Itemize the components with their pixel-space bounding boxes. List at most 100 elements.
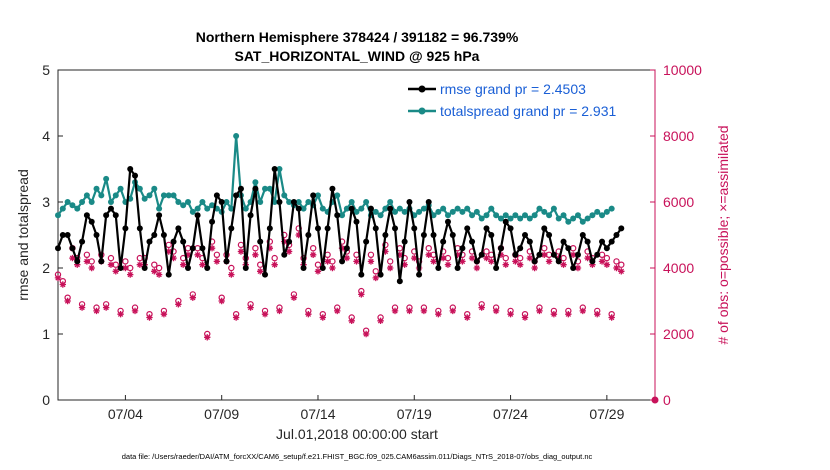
obs-assimilated-point bbox=[512, 258, 519, 265]
totalspread-point bbox=[478, 215, 485, 222]
rmse-point bbox=[339, 258, 346, 265]
obs-assimilated-point bbox=[594, 311, 601, 318]
totalspread-point bbox=[541, 208, 548, 215]
rmse-point bbox=[295, 205, 302, 212]
totalspread-point bbox=[584, 215, 591, 222]
obs-assimilated-point bbox=[228, 271, 235, 278]
y-tick-label: 0 bbox=[42, 392, 50, 408]
totalspread-point bbox=[223, 199, 230, 205]
totalspread-point bbox=[281, 192, 288, 199]
rmse-point bbox=[353, 218, 360, 225]
obs-assimilated-point bbox=[184, 251, 192, 258]
legend-spread-label: totalspread grand pr = 2.931 bbox=[440, 103, 617, 119]
obs-assimilated-point bbox=[170, 254, 177, 262]
rmse-point bbox=[430, 232, 437, 238]
rmse-point bbox=[136, 225, 143, 232]
rmse-point bbox=[444, 218, 451, 225]
x-axis-label: Jul.01,2018 00:00:00 start bbox=[276, 426, 438, 442]
rmse-point bbox=[314, 225, 321, 232]
obs-assimilated-point bbox=[439, 254, 447, 262]
x-tick-label: 07/09 bbox=[204, 406, 239, 422]
obs-assimilated-point bbox=[213, 258, 221, 265]
rmse-point bbox=[401, 238, 408, 245]
totalspread-point bbox=[156, 205, 163, 212]
rmse-point bbox=[493, 265, 500, 271]
totalspread-point bbox=[396, 205, 403, 212]
rmse-point bbox=[618, 225, 625, 232]
obs-assimilated-point bbox=[64, 297, 71, 305]
totalspread-point bbox=[589, 212, 596, 219]
rmse-point bbox=[392, 225, 399, 232]
totalspread-point bbox=[372, 208, 379, 215]
rmse-point bbox=[435, 265, 442, 271]
totalspread-point bbox=[392, 208, 399, 215]
y-right-tick-label: 8000 bbox=[663, 128, 694, 144]
rmse-point bbox=[416, 271, 423, 278]
totalspread-point bbox=[199, 199, 206, 205]
obs-possible-point bbox=[502, 254, 509, 262]
totalspread-point bbox=[550, 205, 557, 212]
obs-assimilated-point bbox=[146, 314, 153, 321]
x-tick-label: 07/14 bbox=[300, 406, 335, 422]
totalspread-point bbox=[103, 175, 110, 182]
totalspread-point bbox=[594, 208, 601, 215]
rmse-point bbox=[122, 225, 129, 232]
rmse-point bbox=[117, 265, 124, 271]
obs-endpoint-marker bbox=[651, 396, 659, 404]
rmse-point bbox=[608, 238, 615, 245]
obs-assimilated-series bbox=[54, 231, 625, 341]
obs-assimilated-point bbox=[521, 314, 529, 321]
rmse-point bbox=[290, 199, 297, 205]
obs-assimilated-point bbox=[271, 261, 278, 268]
obs-assimilated-point bbox=[59, 281, 67, 288]
obs-assimilated-point bbox=[526, 254, 534, 262]
rmse-point bbox=[531, 258, 538, 265]
totalspread-point bbox=[242, 205, 249, 212]
obs-assimilated-point bbox=[151, 268, 158, 275]
obs-assimilated-point bbox=[175, 301, 182, 308]
rmse-point bbox=[271, 166, 278, 172]
obs-assimilated-point bbox=[266, 245, 274, 252]
totalspread-point bbox=[339, 212, 346, 219]
chart-title: Northern Hemisphere 378424 / 391182 = 96… bbox=[196, 29, 519, 45]
y-right-tick-label: 2000 bbox=[663, 326, 694, 342]
obs-assimilated-point bbox=[237, 248, 245, 255]
rmse-point bbox=[555, 258, 562, 265]
obs-possible-point bbox=[425, 244, 432, 252]
obs-possible-point bbox=[228, 264, 235, 272]
obs-assimilated-point bbox=[329, 264, 336, 272]
y-right-tick-label: 6000 bbox=[663, 194, 694, 210]
totalspread-point bbox=[579, 218, 586, 225]
obs-assimilated-point bbox=[69, 254, 76, 262]
totalspread-point bbox=[146, 192, 153, 199]
totalspread-point bbox=[69, 202, 76, 209]
obs-assimilated-point bbox=[338, 245, 346, 252]
rmse-point bbox=[382, 232, 389, 238]
rmse-point bbox=[180, 238, 187, 245]
rmse-point bbox=[300, 265, 307, 271]
y-axis-right-label: # of obs: o=possible; ×=assimilated bbox=[715, 125, 731, 344]
obs-possible-point bbox=[387, 258, 394, 265]
rmse-point bbox=[83, 212, 90, 219]
obs-assimilated-point bbox=[343, 254, 351, 262]
rmse-point bbox=[276, 199, 283, 205]
obs-assimilated-point bbox=[516, 261, 524, 268]
totalspread-point bbox=[502, 212, 509, 219]
totalspread-point bbox=[512, 212, 519, 219]
rmse-point bbox=[79, 238, 86, 245]
rmse-point bbox=[310, 192, 317, 199]
rmse-point bbox=[512, 251, 519, 258]
rmse-point bbox=[213, 192, 220, 199]
y-tick-label: 3 bbox=[42, 194, 50, 210]
rmse-point bbox=[594, 251, 601, 258]
totalspread-point bbox=[493, 212, 500, 219]
rmse-point bbox=[69, 245, 76, 252]
y-right-tick-label: 0 bbox=[663, 392, 671, 408]
totalspread-point bbox=[343, 205, 350, 212]
totalspread-point bbox=[574, 212, 581, 219]
totalspread-point bbox=[570, 215, 577, 222]
rmse-point bbox=[334, 212, 341, 219]
obs-assimilated-point bbox=[232, 314, 240, 321]
totalspread-point bbox=[420, 205, 427, 212]
rmse-point bbox=[469, 238, 476, 245]
